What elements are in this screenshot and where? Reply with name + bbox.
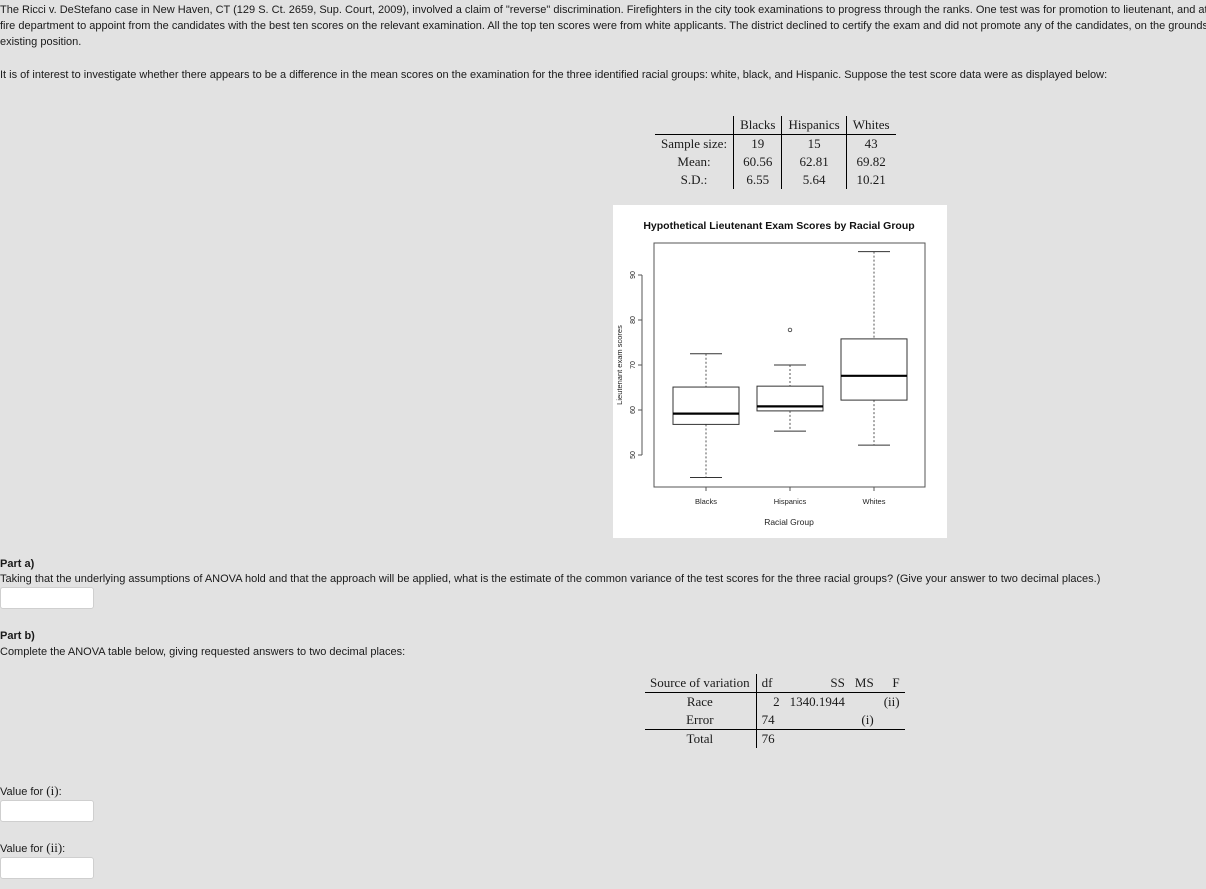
value-ii-input[interactable] [0,857,94,879]
summary-row-label: S.D.: [680,172,708,187]
intro-line-1: The Ricci v. DeStefano case in New Haven… [0,4,1206,16]
boxplot-figure: Hypothetical Lieutenant Exam Scores by R… [613,205,947,538]
x-tick-label: Blacks [695,497,717,506]
summary-cell: 5.64 [781,171,847,189]
summary-cell: 62.81 [781,153,847,171]
part-a-answer-input[interactable] [0,587,94,609]
summary-cell: 19 [733,134,782,153]
box-blacks [672,353,740,478]
value-i-symbol: (i) [46,783,59,798]
anova-ms: (i) [849,711,879,730]
anova-ms [850,693,879,712]
y-tick-label: 60 [630,406,637,414]
box-whites [840,251,908,446]
anova-header-f: F [878,674,905,693]
part-a-heading: Part a) [0,558,35,570]
part-b-heading: Part b) [0,630,35,642]
anova-header-ms: MS [849,674,879,693]
anova-row: Error 74 (i) [645,711,905,730]
intro-line-2: fire department to appoint from the cand… [0,20,1206,32]
value-i-label: Value for (i): [0,783,62,800]
y-tick-label: 90 [630,271,637,279]
anova-ss [784,711,850,730]
anova-source: Race [686,694,713,709]
value-ii-label: Value for (ii): [0,840,65,857]
summary-row-label: Mean: [677,154,711,169]
summary-header-blacks: Blacks [733,116,782,135]
box-hispanics [756,327,824,432]
anova-f: (ii) [883,694,900,709]
y-tick-label: 80 [630,316,637,324]
box-iqr [672,386,740,425]
chart-title: Hypothetical Lieutenant Exam Scores by R… [643,220,914,232]
value-ii-symbol: (ii) [46,840,63,855]
summary-row: S.D.: 6.55 5.64 10.21 [655,171,896,189]
box-group [672,251,908,478]
outlier-point [787,327,793,333]
anova-df: 2 [755,692,785,711]
summary-cell: 15 [781,134,847,153]
intro-paragraph: The Ricci v. DeStefano case in New Haven… [0,2,1206,50]
anova-source: Error [645,711,757,730]
y-tick-label: 50 [630,451,637,459]
value-ii-suffix: : [62,843,66,855]
summary-cell: 60.56 [733,153,782,171]
anova-f [878,711,905,730]
value-i-suffix: : [58,786,62,798]
x-axis: Blacks Hispanics Whites [695,487,886,506]
x-tick-label: Whites [863,497,886,506]
part-a-question: Taking that the underlying assumptions o… [0,573,1101,585]
intro-line-3: existing position. [0,36,82,48]
summary-statistics-table: Blacks Hispanics Whites Sample size: 19 … [655,116,896,189]
summary-row: Mean: 60.56 62.81 69.82 [655,153,896,171]
anova-ss: 1340.1944 [789,694,845,709]
box-iqr [840,338,908,401]
x-axis-label: Racial Group [764,517,814,527]
anova-f [879,730,905,749]
summary-header-whites: Whites [845,116,896,135]
intro-paragraph-2: It is of interest to investigate whether… [0,69,1108,81]
boxplot-svg: Hypothetical Lieutenant Exam Scores by R… [615,220,926,527]
summary-cell: 6.55 [733,171,782,189]
anova-table: Source of variation df SS MS F Race 2 13… [645,674,905,748]
summary-cell: 10.21 [845,171,896,189]
summary-header-hispanics: Hispanics [781,116,847,135]
summary-row-label: Sample size: [661,136,728,151]
anova-header-ss: SS [784,674,850,693]
anova-df: 76 [755,729,785,748]
anova-row: Race 2 1340.1944 (ii) [645,692,905,712]
summary-row: Sample size: 19 15 43 [655,134,896,153]
part-b-instructions: Complete the ANOVA table below, giving r… [0,646,406,658]
anova-row: Total 76 [645,729,905,749]
anova-ms [850,730,879,749]
anova-df: 74 [755,711,785,730]
value-i-input[interactable] [0,800,94,822]
anova-source: Total [686,731,714,746]
anova-header-df: df [755,674,785,693]
y-axis: 50 60 70 80 90 [630,271,643,459]
y-tick-label: 70 [630,361,637,369]
anova-header-source: Source of variation [645,674,757,693]
y-axis-label: Lieutenant exam scores [615,325,624,405]
summary-cell: 69.82 [845,153,896,171]
value-ii-prefix: Value for [0,843,47,855]
summary-cell: 43 [845,134,896,153]
summary-header-blank [655,116,734,135]
anova-ss [785,730,850,749]
x-tick-label: Hispanics [774,497,807,506]
value-i-prefix: Value for [0,786,47,798]
